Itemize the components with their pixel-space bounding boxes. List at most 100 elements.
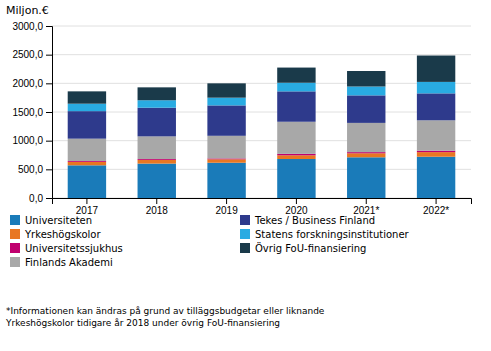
bar-segment: [417, 56, 455, 82]
tick: 0,0: [29, 193, 52, 204]
bar-segment: [417, 93, 455, 120]
legend-label: Yrkeshögskolor: [24, 229, 101, 240]
bar-segment: [68, 104, 106, 111]
tick-mark: [436, 198, 437, 204]
legend-swatch: [240, 243, 250, 253]
bar-segment: [417, 82, 455, 93]
grid-line: [52, 169, 471, 170]
tick: 2021*: [353, 198, 379, 216]
bar-segment: [417, 151, 455, 152]
tick-label: 1000,0: [12, 135, 43, 146]
legend-label: Statens forskningsinstitutioner: [255, 229, 410, 240]
y-axis-label: Miljon.€: [6, 4, 49, 17]
tick: 2017: [76, 198, 99, 216]
tick: 2019: [215, 198, 238, 216]
bar-segment: [347, 157, 385, 198]
bar-segment: [277, 122, 315, 154]
bar-segment: [417, 120, 455, 150]
series: [68, 56, 456, 104]
bar-segment: [138, 87, 176, 100]
tick-mark: [86, 198, 87, 204]
tick-mark: [156, 198, 157, 204]
legend-swatch: [10, 243, 20, 253]
bar-segment: [277, 91, 315, 121]
bar-segment: [347, 71, 385, 86]
legend-label: Tekes / Business Finland: [254, 215, 375, 226]
legend-item: Yrkeshögskolor: [10, 229, 101, 240]
bar-segment: [68, 162, 106, 165]
tick: 2018: [146, 198, 169, 216]
bar-segment: [347, 153, 385, 157]
tick: 1500,0: [12, 107, 52, 118]
tick-mark: [366, 198, 367, 204]
legend-label: Universiteten: [25, 215, 92, 226]
tick: 3000,0: [12, 21, 52, 32]
tick: 2022*: [423, 198, 449, 216]
grid-line: [52, 140, 471, 141]
grid-line: [52, 26, 471, 27]
bar-segment: [138, 108, 176, 137]
legend-swatch: [10, 257, 20, 267]
tick-label: 500,0: [18, 164, 43, 175]
tick-label: 2500,0: [12, 49, 43, 60]
tick-mark: [226, 198, 227, 204]
footnotes: *Informationen kan ändras på grund av ti…: [5, 306, 325, 328]
legend-swatch: [240, 229, 250, 239]
legend-label: Finlands Akademi: [25, 257, 113, 268]
axis-line: [46, 27, 53, 199]
series: [68, 157, 456, 198]
bar-segment: [347, 152, 385, 153]
tick-mark: [46, 198, 52, 199]
bar-segment: [417, 157, 455, 198]
bar-segment: [277, 68, 315, 83]
bar-segment: [138, 100, 176, 107]
bar-segment: [347, 86, 385, 95]
bar-segment: [138, 136, 176, 159]
tick: 2000,0: [12, 78, 52, 89]
tick-mark: [46, 83, 52, 84]
bars: [68, 56, 456, 198]
bar-segment: [68, 165, 106, 198]
bar-segment: [277, 159, 315, 198]
bar-segment: [277, 154, 315, 155]
bar-segment: [68, 111, 106, 139]
grid: [52, 26, 471, 198]
bar-segment: [207, 83, 245, 97]
series: [68, 82, 456, 111]
tick: 1000,0: [12, 135, 52, 146]
grid-line: [52, 83, 471, 84]
tick-mark: [46, 169, 52, 170]
bar-segment: [207, 98, 245, 106]
bar-segment: [417, 152, 455, 157]
tick-mark: [296, 198, 297, 204]
tick: 2500,0: [12, 49, 52, 60]
bar-segment: [277, 155, 315, 159]
grid-line: [52, 112, 471, 113]
legend-label: Universitetssjukhus: [25, 243, 123, 254]
x-axis: 20172018201920202021*2022*: [53, 198, 472, 216]
chart: 0,0 500,0 1000,0 1500,0 2000,0 2500,0 3000,0 20…: [0, 0, 491, 351]
legend-item: Universitetssjukhus: [10, 243, 123, 254]
tick-mark: [46, 112, 52, 113]
bar-segment: [207, 159, 245, 162]
footnote: *Informationen kan ändras på grund av ti…: [6, 306, 325, 316]
legend-label: Övrig FoU-finansiering: [255, 242, 366, 254]
tick-label: 1500,0: [12, 107, 43, 118]
legend-item: Statens forskningsinstitutioner: [240, 229, 410, 240]
series: [68, 120, 456, 161]
axis-line: [53, 199, 472, 205]
legend-swatch: [10, 229, 20, 239]
tick-label: 2019: [215, 205, 238, 216]
tick-label: 2000,0: [12, 78, 43, 89]
bar-segment: [138, 164, 176, 198]
legend-swatch: [240, 215, 250, 225]
legend-swatch: [10, 215, 20, 225]
tick: 500,0: [18, 164, 52, 175]
series: [68, 91, 456, 138]
tick-label: 2022*: [423, 205, 449, 216]
bar-segment: [207, 105, 245, 135]
plot-area: 0,0 500,0 1000,0 1500,0 2000,0 2500,0 3000,0 20…: [12, 21, 471, 216]
bar-segment: [207, 163, 245, 198]
grid-line: [52, 54, 471, 55]
tick-label: 0,0: [29, 193, 43, 204]
